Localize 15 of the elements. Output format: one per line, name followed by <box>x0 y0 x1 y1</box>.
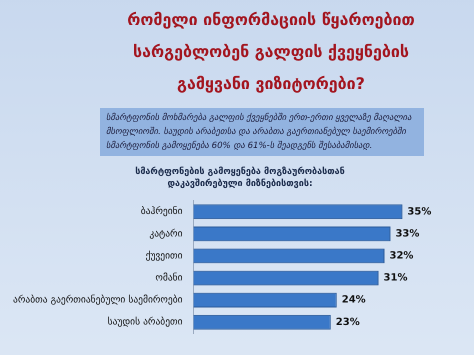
data-label: 23% <box>336 316 360 328</box>
y-tick-label: არაბთა გაერთიანებული საემიროები <box>12 294 183 306</box>
data-label: 24% <box>342 294 366 306</box>
chart-subtitle: სმარტფონის მოხმარება გალფის ქვეყნებში ერთ-ერთი ყველაზე მაღალია მსოფლიოში. საუდის არაბეთსა და არაბთა გაერთიანებულ საემიროებში სმარტფონის გამოყენება 60% და 61%-ს შეადგენს შესაბამისად. <box>100 108 424 156</box>
data-label: 31% <box>384 272 408 284</box>
y-tick-label: საუდის არაბეთი <box>108 316 183 328</box>
y-tick-label: კატარი <box>149 228 183 240</box>
data-label: 33% <box>395 228 420 240</box>
chart-title: რომელი ინფორმაციის წყაროებით სარგებლობენ გალფის ქვეყნების გამყვანი ვიზიტორები? <box>126 9 416 95</box>
y-tick-label: ბაჰრეინი <box>140 206 183 218</box>
data-label: 35% <box>407 206 432 218</box>
y-tick-label: ომანი <box>155 272 183 284</box>
text: სმარტფონების გამოყენება მოგზაურობასთან დაკავშირებული მიზნებისთვის: <box>134 166 346 190</box>
y-tick-label: ქუვეითი <box>146 250 183 262</box>
data-label: 32% <box>390 250 414 262</box>
